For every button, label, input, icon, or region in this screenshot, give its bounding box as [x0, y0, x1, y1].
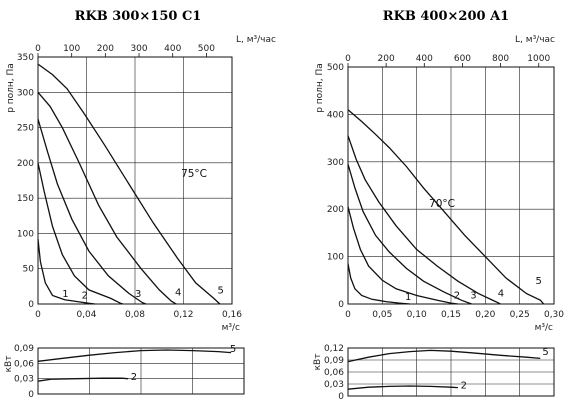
curve-label: 4 [498, 288, 504, 299]
chart-rkb-400x200: RKB 400×200 A1 L, м³/час м³/с p полн, Па… [315, 9, 564, 333]
curve-label: 2 [461, 380, 467, 391]
curve-label: 5 [535, 276, 541, 287]
curve-label: 3 [470, 290, 476, 301]
y-tick-label: 0,09 [14, 344, 34, 354]
curve-label: 1 [62, 289, 68, 300]
chart-title: RKB 400×200 A1 [383, 9, 509, 24]
y-tick-label: 50 [23, 265, 35, 275]
curve-line [37, 239, 96, 305]
x-axis-label: м³/с [535, 323, 553, 333]
curve-line [347, 164, 472, 305]
x-tick-label: 0,10 [407, 310, 427, 320]
curve-line [347, 135, 501, 305]
curve-line [37, 118, 147, 305]
x-tick-label: 0,12 [173, 310, 193, 320]
x-tick-label: 0,16 [222, 310, 242, 320]
x-tick-label: 0,04 [76, 310, 96, 320]
y-tick-label: 0,03 [324, 380, 344, 390]
chart-rkb-300x150-power: кВт 0 0,03 0,06 0,09 5 2 [4, 344, 245, 400]
y-tick-label: 100 [17, 229, 34, 239]
y-tick-label: 0,12 [324, 344, 344, 354]
x-axis-label: м³/с [222, 323, 240, 333]
x2-tick-label: 400 [416, 54, 433, 64]
curve-line [347, 109, 545, 305]
x2-tick-label: 800 [492, 54, 509, 64]
y-tick-label: 300 [327, 158, 344, 168]
y-tick-label: 300 [17, 88, 34, 98]
x2-tick-label: 300 [130, 44, 147, 54]
plot-frame [37, 56, 233, 305]
x2-tick-label: 400 [164, 44, 181, 54]
y-tick-label: 0,09 [324, 356, 344, 366]
y-tick-label: 0 [338, 392, 344, 402]
x2-tick-label: 0 [345, 54, 351, 64]
x-tick-label: 0,30 [544, 310, 564, 320]
curve-label: 2 [82, 290, 88, 301]
curve-label: 1 [405, 292, 411, 303]
x-tick-label: 0,15 [441, 310, 461, 320]
x2-tick-label: 600 [454, 54, 471, 64]
curve-line [347, 263, 410, 305]
y-tick-label: 0,06 [14, 359, 34, 369]
curve-line [37, 91, 177, 305]
x2-tick-label: 100 [63, 44, 80, 54]
x-tick-label: 0,05 [372, 310, 392, 320]
chart-rkb-400x200-power: кВт 0 0,03 0,06 0,09 0,12 5 2 [313, 344, 555, 402]
x2-tick-label: 200 [97, 44, 114, 54]
curve-label: 2 [131, 372, 137, 383]
x-tick-label: 0 [35, 310, 41, 320]
curve-label: 5 [230, 344, 236, 355]
y-tick-label: 350 [17, 53, 34, 63]
y-tick-label: 0 [28, 390, 34, 400]
x2-tick-label: 0 [35, 44, 41, 54]
x-tick-label: 0 [345, 310, 351, 320]
curve-label: 2 [454, 290, 460, 301]
y-tick-label: 0,06 [324, 368, 344, 378]
x-tick-label: 0,20 [475, 310, 495, 320]
y-tick-label: 0 [28, 300, 34, 310]
y-tick-label: 0,03 [14, 375, 34, 385]
curve-line [347, 206, 458, 305]
curve-label: 5 [217, 285, 223, 296]
curve-line [37, 162, 124, 305]
y-tick-label: 200 [17, 159, 34, 169]
y-axis-label: p полн, Па [6, 63, 16, 113]
temperature-annotation: 75°C [181, 168, 207, 180]
plot-frame [347, 66, 555, 305]
curve-label: 4 [175, 288, 181, 299]
chart-rkb-300x150: RKB 300×150 C1 L, м³/час м³/с p полн, Па… [6, 9, 276, 333]
y-tick-label: 150 [17, 194, 34, 204]
y-axis-label: кВт [4, 356, 14, 373]
y-tick-label: 100 [327, 253, 344, 263]
plot-frame [37, 347, 245, 395]
x2-tick-label: 1000 [527, 54, 550, 64]
x2-tick-label: 500 [198, 44, 215, 54]
curve-line [347, 349, 541, 363]
curve-label: 5 [542, 347, 548, 358]
y-tick-label: 400 [327, 110, 344, 120]
curve-line [347, 385, 458, 390]
y-tick-label: 200 [327, 205, 344, 215]
curve-line [37, 377, 129, 382]
curve-label: 3 [135, 289, 141, 300]
y-tick-label: 0 [338, 300, 344, 310]
x2-tick-label: 200 [378, 54, 395, 64]
x2-axis-label: L, м³/час [236, 35, 276, 45]
curve-line [37, 349, 232, 362]
chart-title: RKB 300×150 C1 [75, 9, 202, 24]
x2-axis-label: L, м³/час [515, 35, 555, 45]
x-tick-label: 0,08 [125, 310, 145, 320]
y-tick-label: 500 [327, 63, 344, 73]
curve-line [37, 63, 221, 305]
x-tick-label: 0,25 [510, 310, 530, 320]
y-tick-label: 250 [17, 124, 34, 134]
y-axis-label: кВт [313, 354, 323, 371]
y-axis-label: p полн, Па [315, 63, 325, 113]
plot-frame [347, 347, 555, 397]
